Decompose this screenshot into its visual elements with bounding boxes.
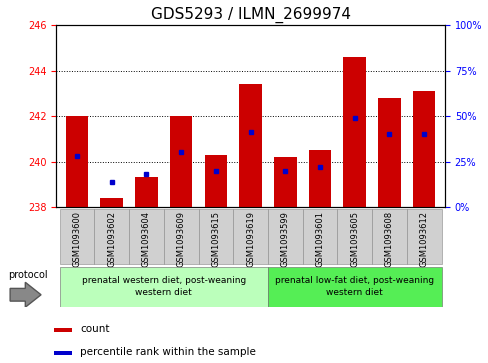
Text: GSM1093602: GSM1093602: [107, 211, 116, 267]
FancyBboxPatch shape: [337, 209, 371, 264]
Text: GSM1093608: GSM1093608: [384, 211, 393, 267]
Text: GSM1093601: GSM1093601: [315, 211, 324, 267]
Bar: [169, 116, 192, 207]
Bar: [54, 351, 72, 355]
Bar: [308, 150, 331, 207]
FancyBboxPatch shape: [267, 209, 302, 264]
FancyBboxPatch shape: [60, 209, 94, 264]
Bar: [343, 57, 366, 207]
Text: protocol: protocol: [8, 270, 48, 280]
Text: percentile rank within the sample: percentile rank within the sample: [80, 347, 256, 357]
FancyBboxPatch shape: [94, 209, 129, 264]
Text: GSM1093604: GSM1093604: [142, 211, 151, 267]
FancyBboxPatch shape: [129, 209, 163, 264]
Text: GSM1093600: GSM1093600: [72, 211, 81, 267]
FancyBboxPatch shape: [60, 266, 267, 307]
Bar: [54, 328, 72, 332]
FancyBboxPatch shape: [233, 209, 267, 264]
Text: GSM1093599: GSM1093599: [280, 211, 289, 267]
Text: GSM1093609: GSM1093609: [176, 211, 185, 267]
Text: prenatal low-fat diet, post-weaning
western diet: prenatal low-fat diet, post-weaning west…: [275, 276, 433, 297]
Text: GSM1093612: GSM1093612: [419, 211, 428, 267]
Bar: [101, 198, 123, 207]
Text: GSM1093615: GSM1093615: [211, 211, 220, 267]
Text: GSM1093605: GSM1093605: [349, 211, 359, 267]
FancyBboxPatch shape: [198, 209, 233, 264]
Text: prenatal western diet, post-weaning
western diet: prenatal western diet, post-weaning west…: [81, 276, 245, 297]
FancyBboxPatch shape: [267, 266, 441, 307]
FancyBboxPatch shape: [163, 209, 198, 264]
Title: GDS5293 / ILMN_2699974: GDS5293 / ILMN_2699974: [150, 7, 350, 23]
Text: GSM1093619: GSM1093619: [245, 211, 255, 267]
Bar: [135, 178, 158, 207]
FancyArrow shape: [10, 282, 41, 307]
FancyBboxPatch shape: [406, 209, 441, 264]
Bar: [204, 155, 227, 207]
Bar: [412, 91, 434, 207]
Bar: [239, 84, 262, 207]
Bar: [377, 98, 400, 207]
FancyBboxPatch shape: [371, 209, 406, 264]
Bar: [273, 157, 296, 207]
Text: count: count: [80, 324, 110, 334]
Bar: [66, 116, 88, 207]
FancyBboxPatch shape: [302, 209, 337, 264]
